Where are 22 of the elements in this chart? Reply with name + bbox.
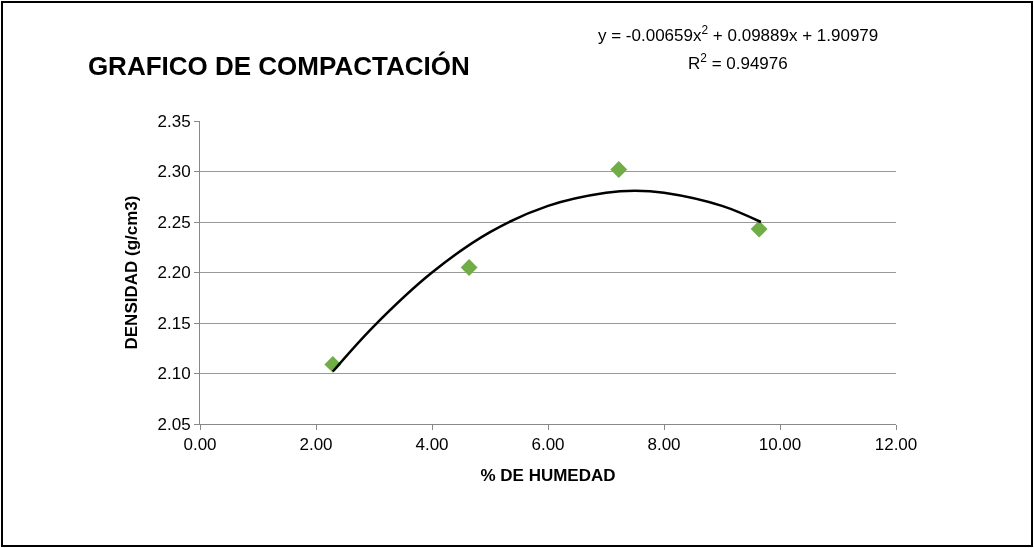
text: R$^{2}$ = 0.94976 (688, 51, 788, 74)
y-tick-label: 2.35 (157, 111, 191, 131)
y-axis-title: DENSIDAD (g/cm3) (122, 195, 142, 350)
x-tick-label: 6.00 (531, 435, 565, 455)
x-tick-label: 8.00 (647, 435, 681, 455)
y-tick-label: 2.15 (157, 313, 191, 333)
chart-title: GRAFICO DE COMPACTACIÓN (87, 50, 470, 81)
x-tick-label: 2.00 (299, 435, 333, 455)
x-tick-label: 10.00 (758, 435, 802, 455)
point (610, 161, 628, 178)
y-tick-label: 2.30 (157, 162, 191, 182)
x-tick-label: 4.00 (415, 435, 449, 455)
x-tick-label: 12.00 (874, 435, 918, 455)
text: y = -0.00659x$^{2}$ + 0.09889x + 1.90979 (598, 23, 879, 46)
x-tick-label: 0.00 (183, 435, 217, 455)
x-axis-title: % DE HUMEDAD (480, 465, 616, 485)
point (750, 220, 768, 238)
y-tick-label: 2.20 (157, 263, 191, 283)
y-tick-label: 2.10 (157, 364, 191, 384)
y-tick-label: 2.05 (157, 414, 191, 434)
y-tick-label: 2.25 (157, 212, 191, 232)
point (460, 259, 478, 276)
